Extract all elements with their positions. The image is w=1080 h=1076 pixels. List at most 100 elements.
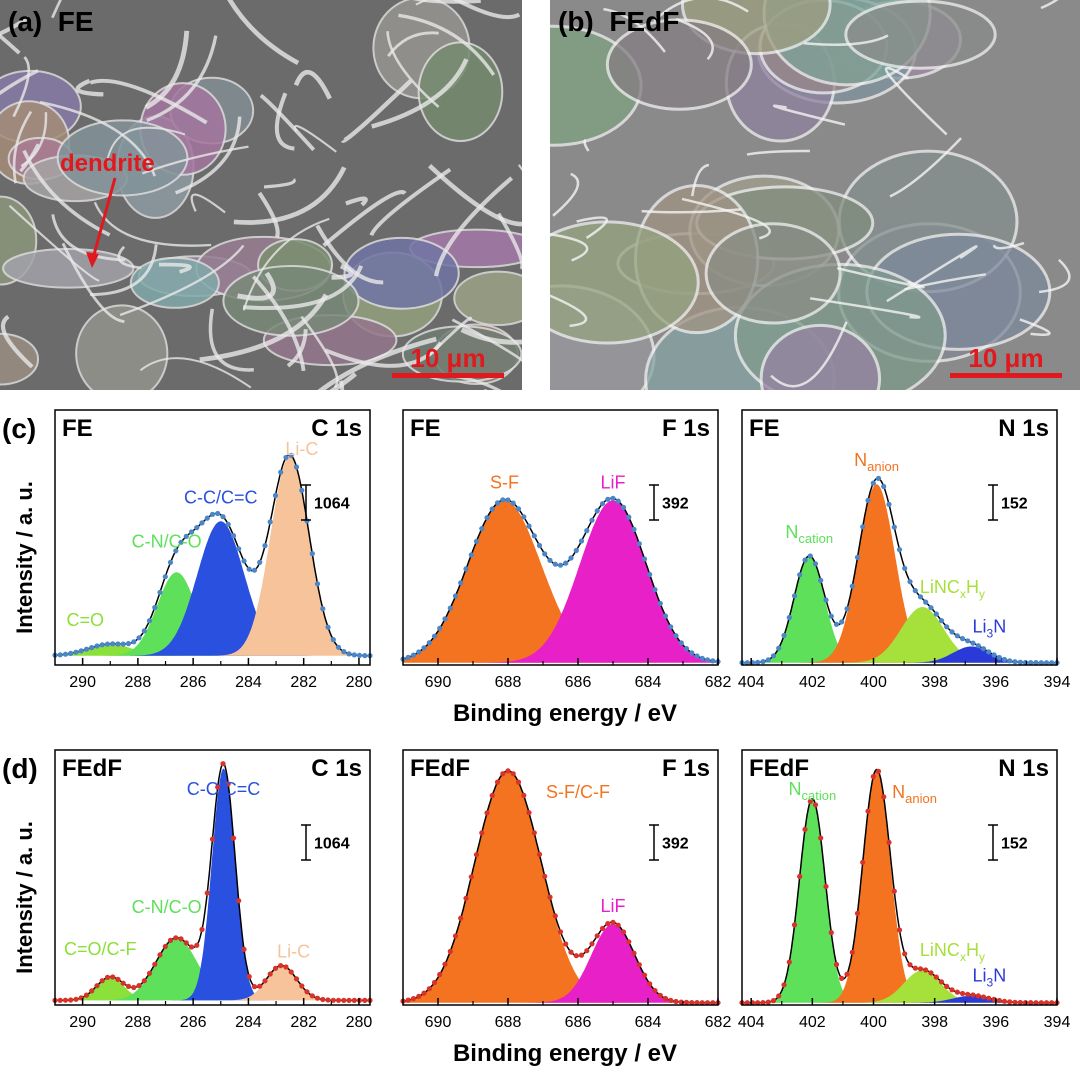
intensity-scale-label: 152 <box>1001 836 1028 853</box>
data-point <box>215 510 221 517</box>
data-point <box>844 606 850 612</box>
sem-a-dendrite-fiber <box>398 13 496 76</box>
sem-b-ridge <box>675 18 714 61</box>
data-point <box>828 930 834 936</box>
peak-label-LiNCxHy: LiNCxHy <box>920 940 985 964</box>
data-point <box>341 997 347 1004</box>
data-point <box>870 774 876 780</box>
data-point <box>662 613 669 619</box>
sem-texture-fe <box>0 0 522 390</box>
data-point <box>152 961 158 967</box>
data-point <box>89 988 95 994</box>
intensity-scale-label: 392 <box>662 836 689 853</box>
data-point <box>965 638 971 644</box>
data-point <box>996 997 1002 1004</box>
peak-label-Li-C: Li-C <box>285 439 318 459</box>
data-point <box>410 996 417 1002</box>
peak-label-C=O: C=O <box>67 610 105 630</box>
x-tick-label: 280 <box>346 674 373 691</box>
data-point <box>849 583 855 589</box>
data-point <box>136 983 142 989</box>
data-point <box>694 653 700 659</box>
xps-panel-d-F1s: 690 688 686 684 682 FEdF F 1s 392 S-F/C-F LiF <box>400 749 731 1031</box>
data-point <box>1049 1000 1055 1006</box>
intensity-scale-label: 1064 <box>314 496 350 513</box>
data-point <box>341 649 347 655</box>
sample-title: FE <box>62 415 93 442</box>
data-point <box>1038 660 1044 666</box>
data-point <box>812 561 819 567</box>
data-point <box>468 552 474 558</box>
data-point <box>678 640 684 646</box>
data-point <box>886 501 892 507</box>
data-point <box>426 986 432 992</box>
x-tick-label: 404 <box>738 674 765 691</box>
sem-a-grain <box>417 41 504 143</box>
sem-a-dendrite-fiber <box>460 327 522 345</box>
data-point <box>1038 1000 1044 1006</box>
data-point <box>473 538 480 544</box>
data-point <box>531 533 537 539</box>
data-point <box>309 993 315 999</box>
peak-area-Li-C <box>55 456 370 656</box>
peak-label-Nanion: Nanion <box>854 450 899 474</box>
x-tick-label: 684 <box>635 1014 662 1031</box>
data-point <box>99 642 105 648</box>
data-point <box>928 970 934 976</box>
sem-a-dendrite-fiber <box>90 244 158 297</box>
data-point <box>1028 1000 1034 1006</box>
data-point <box>346 997 352 1004</box>
data-point <box>986 649 992 655</box>
sem-b-grain <box>704 222 842 325</box>
data-point <box>335 997 342 1003</box>
element-title: C 1s <box>311 415 362 442</box>
data-point <box>299 983 305 989</box>
data-point <box>1001 998 1008 1004</box>
sem-a-dendrite-fiber <box>315 224 384 285</box>
data-point <box>891 524 897 530</box>
data-point <box>975 643 981 649</box>
data-point <box>278 963 284 969</box>
x-tick-label: 688 <box>495 674 522 691</box>
xps-chart-grid: 290 288 286 284 282 280 FE C 1s 1064 C=O C-N/C-O C-… <box>2 409 1071 1067</box>
data-point <box>531 830 537 836</box>
sem-b-ridge <box>576 216 609 240</box>
data-point <box>791 922 798 928</box>
data-point <box>594 508 600 514</box>
sem-a-dendrite-fiber <box>340 79 413 143</box>
data-point <box>552 561 558 567</box>
data-point <box>944 624 950 630</box>
data-point <box>167 937 174 944</box>
data-point <box>668 624 674 630</box>
sem-b-ridge <box>884 66 948 136</box>
data-point <box>652 988 658 994</box>
data-point <box>1033 1000 1039 1006</box>
data-point <box>431 633 438 639</box>
data-point <box>494 500 501 506</box>
data-point <box>416 649 422 655</box>
data-point <box>262 978 268 984</box>
sem-a-dendrite-fiber <box>144 30 190 110</box>
sample-title: FEdF <box>410 755 470 782</box>
x-tick-label: 394 <box>1044 674 1071 691</box>
sem-a-dendrite-fiber <box>0 314 34 369</box>
data-point <box>510 500 516 506</box>
sem-b-ridge <box>804 34 889 46</box>
sem-b-ridge <box>770 321 848 388</box>
sem-b-ridge <box>746 149 810 156</box>
data-point <box>325 997 331 1003</box>
dendrite-arrow <box>90 177 117 263</box>
data-point <box>57 997 63 1003</box>
data-point <box>860 524 866 530</box>
data-point <box>251 984 258 990</box>
peak-label-Ncation: Ncation <box>788 779 836 803</box>
sem-b-ridge <box>1040 0 1059 10</box>
data-point <box>194 942 200 948</box>
data-point <box>489 792 495 799</box>
sem-a-dendrite-fiber <box>139 357 252 389</box>
data-point <box>776 993 782 999</box>
data-point <box>689 1000 695 1006</box>
peak-label-Li-C: Li-C <box>277 942 310 962</box>
data-point <box>760 659 766 665</box>
data-point <box>209 836 216 842</box>
